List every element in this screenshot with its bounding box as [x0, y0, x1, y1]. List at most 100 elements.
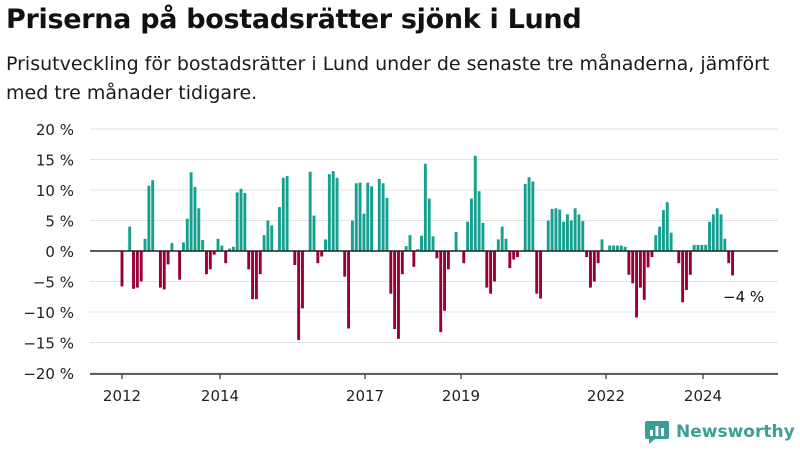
- bar: [711, 214, 715, 251]
- bar: [393, 251, 397, 330]
- bar: [512, 251, 516, 260]
- bar: [235, 192, 239, 251]
- bar: [377, 179, 381, 251]
- x-tick-label: 2019: [442, 387, 480, 405]
- bar: [615, 245, 619, 251]
- bar: [231, 246, 235, 251]
- bar: [285, 175, 289, 251]
- bar: [293, 251, 297, 266]
- bar: [577, 214, 581, 251]
- bar: [331, 171, 335, 251]
- bar: [681, 251, 685, 303]
- bar: [162, 251, 166, 290]
- y-axis-tick-labels: 20 % 15 % 10 % 5 % 0 % −5 % −10 % −15 % −20 %: [23, 121, 74, 383]
- brand-name: Newsworthy: [676, 422, 795, 442]
- bar: [324, 239, 327, 251]
- bar: [358, 182, 362, 251]
- bar: [554, 208, 558, 251]
- bar: [700, 244, 704, 251]
- bar: [408, 235, 412, 251]
- bar: [592, 251, 596, 282]
- bar: [181, 242, 185, 251]
- bar: [589, 251, 592, 288]
- bar: [727, 251, 731, 264]
- bar: [638, 251, 642, 288]
- bar: [178, 251, 182, 280]
- bar: [485, 251, 489, 288]
- bar: [489, 251, 493, 294]
- bar: [435, 251, 439, 259]
- bar: [642, 251, 646, 300]
- bar: [439, 251, 443, 333]
- brand-logo: Newsworthy: [644, 419, 795, 445]
- bar: [546, 220, 550, 251]
- bar: [427, 198, 431, 251]
- bar: [688, 251, 692, 275]
- bar: [523, 183, 527, 251]
- bar: [723, 238, 727, 251]
- bar: [308, 171, 312, 251]
- bar: [350, 220, 354, 251]
- bar: [654, 235, 658, 251]
- bar: [477, 191, 481, 251]
- bar: [493, 251, 496, 282]
- bar: [312, 215, 316, 251]
- bar: [404, 246, 408, 251]
- bar: [631, 251, 635, 284]
- bar: [277, 207, 281, 251]
- bar: [270, 225, 274, 251]
- bar: [704, 244, 708, 251]
- x-axis: 2012 2014 2017 2019 2022 2024: [90, 373, 778, 405]
- bar: [385, 197, 389, 251]
- bar: [731, 251, 735, 276]
- bar: [216, 238, 220, 251]
- bar: [266, 220, 270, 251]
- bar: [224, 251, 228, 264]
- bar: [661, 210, 665, 251]
- bar: [619, 245, 623, 251]
- y-tick-label: 10 %: [36, 182, 74, 200]
- bar: [462, 251, 466, 264]
- bar: [316, 251, 320, 264]
- bar: [708, 221, 711, 251]
- y-tick-label: −20 %: [23, 365, 74, 383]
- bar: [370, 186, 374, 251]
- bar: [508, 251, 512, 269]
- bar: [197, 208, 201, 251]
- bar: [623, 246, 627, 251]
- y-tick-label: 15 %: [36, 152, 74, 170]
- bar: [120, 251, 124, 287]
- bar: [535, 251, 539, 294]
- bar: [397, 251, 400, 339]
- bar: [496, 239, 500, 251]
- bar: [239, 188, 243, 251]
- bar: [423, 163, 427, 251]
- bar: [135, 251, 139, 288]
- bar: [527, 177, 531, 251]
- bar: [531, 181, 535, 251]
- bar: [254, 251, 258, 300]
- bar: [389, 251, 393, 294]
- bar: [262, 235, 266, 251]
- bar: [354, 183, 358, 251]
- bar: [646, 251, 650, 268]
- bar: [504, 238, 508, 251]
- bar: [627, 251, 631, 275]
- y-tick-label: 0 %: [45, 243, 74, 261]
- bar: [335, 177, 339, 251]
- bar: [469, 198, 473, 251]
- bar: [585, 251, 589, 258]
- x-tick-label: 2024: [684, 387, 722, 405]
- x-tick-label: 2022: [587, 387, 625, 405]
- bar: [677, 251, 681, 264]
- bar: [320, 251, 324, 257]
- bar: [539, 251, 543, 299]
- bar: [228, 248, 231, 251]
- y-tick-label: −15 %: [23, 335, 74, 353]
- bar: [243, 193, 247, 251]
- bar: [251, 251, 255, 300]
- bar: [600, 239, 604, 251]
- bar: [212, 251, 216, 255]
- bar: [658, 226, 662, 251]
- bar: [205, 251, 208, 275]
